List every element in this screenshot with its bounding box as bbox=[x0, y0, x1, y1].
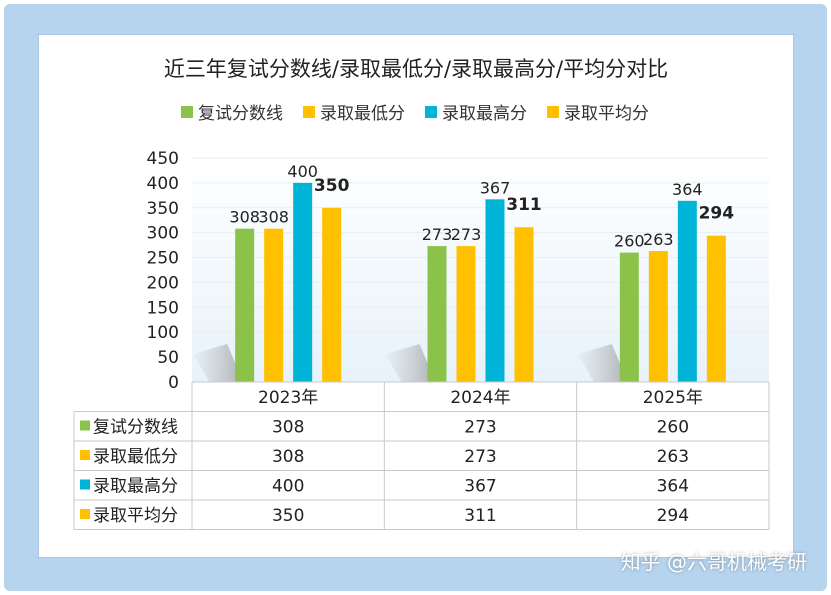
y-tick-label: 300 bbox=[147, 224, 179, 244]
table-cell: 273 bbox=[464, 418, 496, 438]
table-cell: 273 bbox=[464, 447, 496, 467]
chart-title: 近三年复试分数线/录取最低分/录取最高分/平均分对比 bbox=[164, 57, 668, 81]
table-row-swatch bbox=[80, 509, 90, 519]
y-tick-label: 200 bbox=[147, 273, 179, 293]
table-row-swatch bbox=[80, 479, 90, 490]
plot-area: 0501001502002503003504004503083084003502… bbox=[147, 149, 769, 393]
bar-0-1 bbox=[264, 228, 284, 382]
bar-1-2 bbox=[485, 199, 505, 382]
legend-label-0: 复试分数线 bbox=[198, 104, 283, 124]
table-row-label: 录取平均分 bbox=[93, 506, 178, 526]
bar-1-3 bbox=[514, 227, 534, 382]
data-label: 308 bbox=[258, 208, 289, 227]
y-tick-label: 100 bbox=[147, 323, 179, 343]
data-label: 263 bbox=[643, 230, 674, 249]
bar-shadow bbox=[577, 344, 628, 382]
legend-label-1: 录取最低分 bbox=[320, 104, 405, 124]
bar-0-0 bbox=[235, 228, 255, 382]
table-cell: 364 bbox=[657, 477, 689, 497]
data-label: 400 bbox=[287, 162, 318, 181]
legend-swatch-0 bbox=[181, 106, 193, 118]
y-tick-label: 150 bbox=[147, 298, 179, 318]
table-row-swatch bbox=[80, 450, 90, 460]
bar-2-0 bbox=[619, 252, 639, 382]
table-row-label: 录取最低分 bbox=[93, 447, 178, 467]
bar-2-1 bbox=[648, 251, 668, 382]
x-tick-label: 2023年 bbox=[258, 388, 318, 408]
data-label: 364 bbox=[672, 180, 703, 199]
table-row-swatch bbox=[80, 420, 90, 431]
x-tick-label: 2024年 bbox=[450, 388, 510, 408]
data-label: 308 bbox=[229, 208, 260, 227]
y-tick-label: 400 bbox=[147, 174, 179, 194]
data-label: 294 bbox=[699, 204, 735, 224]
table-cell: 350 bbox=[272, 506, 304, 526]
bar-1-0 bbox=[427, 246, 447, 382]
bar-2-3 bbox=[706, 235, 726, 382]
table-row-label: 录取最高分 bbox=[93, 477, 178, 497]
legend-swatch-1 bbox=[303, 106, 315, 118]
data-label: 350 bbox=[314, 176, 350, 196]
y-tick-label: 50 bbox=[157, 348, 179, 368]
legend-swatch-2 bbox=[425, 106, 437, 118]
data-label: 273 bbox=[451, 225, 482, 244]
plot-background bbox=[192, 158, 769, 382]
data-label: 260 bbox=[614, 232, 645, 251]
bar-0-3 bbox=[322, 207, 342, 382]
legend-swatch-3 bbox=[547, 106, 559, 118]
table-cell: 308 bbox=[272, 418, 304, 438]
table-cell: 367 bbox=[464, 477, 496, 497]
x-tick-label: 2025年 bbox=[643, 388, 703, 408]
table-cell: 260 bbox=[657, 418, 689, 438]
bar-shadow bbox=[193, 344, 244, 382]
y-tick-label: 250 bbox=[147, 249, 179, 269]
bar-shadow bbox=[385, 344, 436, 382]
bar-0-2 bbox=[293, 182, 313, 382]
legend-label-3: 录取平均分 bbox=[564, 104, 649, 124]
table-cell: 263 bbox=[657, 447, 689, 467]
data-label: 367 bbox=[480, 178, 511, 197]
watermark: 知乎 @六哥机械考研 bbox=[620, 550, 807, 574]
data-label: 311 bbox=[506, 195, 542, 215]
table-cell: 308 bbox=[272, 447, 304, 467]
table-cell: 294 bbox=[657, 506, 689, 526]
table-cell: 400 bbox=[272, 477, 304, 497]
y-tick-label: 0 bbox=[168, 373, 179, 393]
table-cell: 311 bbox=[464, 506, 496, 526]
bar-2-2 bbox=[677, 200, 697, 382]
bar-1-1 bbox=[456, 246, 476, 382]
y-tick-label: 450 bbox=[147, 149, 179, 169]
legend-label-2: 录取最高分 bbox=[442, 104, 527, 124]
y-tick-label: 350 bbox=[147, 199, 179, 219]
legend: 复试分数线 录取最低分 录取最高分 录取平均分 bbox=[181, 104, 649, 124]
table-row-label: 复试分数线 bbox=[93, 418, 178, 438]
data-label: 273 bbox=[422, 225, 453, 244]
